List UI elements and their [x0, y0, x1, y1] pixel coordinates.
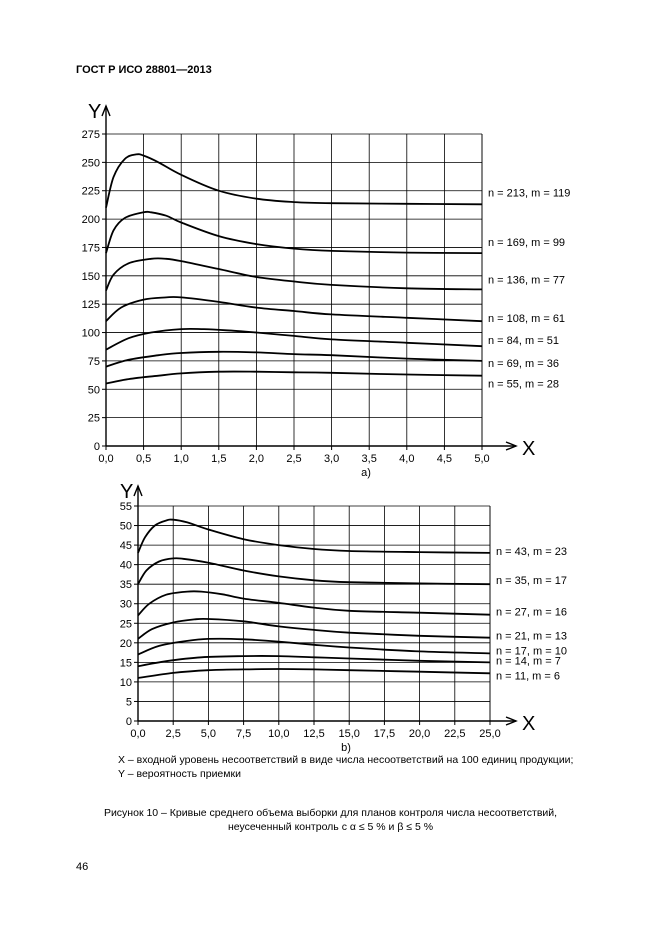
chart-b-series-line [137, 518, 491, 554]
legend-y-definition: Y – вероятность приемки [118, 768, 241, 780]
chart-b-y-axis-title: Y [120, 481, 133, 503]
chart-a-y-tick-label: 150 [82, 271, 100, 283]
chart-b-y-tick-label: 5 [126, 696, 132, 708]
chart-b-x-axis-arrow [505, 716, 518, 726]
chart-b-x-tick-label: 12,5 [303, 728, 324, 740]
chart-a-y-tick-label: 50 [88, 384, 100, 396]
chart-b-series-line [137, 668, 491, 679]
chart-b-y-tick-label: 45 [120, 540, 132, 552]
chart-a-x-axis-arrow [505, 441, 518, 451]
chart-b-y-tick-label: 55 [120, 501, 132, 513]
chart-a-series-label: n = 69, m = 36 [488, 358, 559, 370]
chart-b-sublabel: b) [341, 742, 351, 754]
chart-b-x-axis-title: X [522, 713, 535, 735]
chart-b-series-line [137, 655, 491, 668]
chart-a-y-tick-label: 0 [94, 441, 100, 453]
caption-line-2: неусеченный контроль с α ≤ 5 % и β ≤ 5 % [227, 821, 434, 833]
chart-a-y-tick-label: 125 [82, 299, 100, 311]
chart-b-series-label: n = 27, m = 16 [496, 607, 567, 619]
figure-caption: Рисунок 10 – Кривые среднего объема выбо… [0, 806, 661, 834]
chart-b-x-tick-label: 7,5 [236, 728, 251, 740]
page-number: 46 [76, 861, 89, 873]
chart-a-y-tick-label: 175 [82, 242, 100, 254]
chart-a-series-line [105, 210, 483, 254]
chart-a-series-line [105, 296, 483, 323]
chart-a-x-tick-label: 0,0 [98, 453, 113, 465]
chart-a-x-axis-title: X [522, 438, 535, 460]
chart-b-y-tick-label: 20 [120, 638, 132, 650]
chart-a-series-line [105, 370, 483, 385]
chart-b-series-line [137, 617, 491, 640]
chart-b-x-tick-label: 0,0 [130, 728, 145, 740]
chart-b-y-tick-label: 25 [120, 618, 132, 630]
chart-b-series-line [137, 557, 491, 586]
chart-b-y-tick-label: 40 [120, 560, 132, 572]
document-header: ГОСТ Р ИСО 28801—2013 [76, 64, 212, 76]
chart-a-series-label: n = 55, m = 28 [488, 379, 559, 391]
chart-a-series-label: n = 136, m = 77 [488, 274, 565, 286]
chart-b-x-tick-label: 15,0 [338, 728, 359, 740]
chart-b-series-label: n = 21, m = 13 [496, 631, 567, 643]
chart-b-y-tick-label: 10 [120, 677, 132, 689]
chart-a-x-tick-label: 2,0 [249, 453, 264, 465]
chart-b-series-label: n = 35, m = 17 [496, 575, 567, 587]
chart-b-y-tick-label: 0 [126, 716, 132, 728]
chart-a-y-tick-label: 250 [82, 157, 100, 169]
chart-b-x-tick-label: 5,0 [201, 728, 216, 740]
chart-a-x-tick-label: 1,5 [211, 453, 226, 465]
legend-x-definition: X – входной уровень несоответствий в вид… [118, 754, 574, 766]
chart-b-y-tick-label: 15 [120, 657, 132, 669]
chart-b-y-axis-arrow [133, 484, 143, 497]
chart-a-series-label: n = 169, m = 99 [488, 237, 565, 249]
chart-a-y-tick-label: 225 [82, 186, 100, 198]
chart-b: 0,0 2,5 5,0 7,5 10,0 12,5 15,0 17,5 20,0 22,5 25,0… [120, 481, 567, 754]
chart-b-x-tick-label: 25,0 [479, 728, 500, 740]
chart-b-x-tick-label: 10,0 [268, 728, 289, 740]
chart-a-x-tick-label: 2,5 [286, 453, 301, 465]
chart-a-series-line [105, 327, 483, 351]
chart-a-series-label: n = 213, m = 119 [488, 187, 570, 199]
chart-a-y-tick-label: 200 [82, 214, 100, 226]
chart-a-y-tick-label: 275 [82, 129, 100, 141]
chart-a-series-line [105, 153, 483, 208]
chart-a-x-tick-label: 3,0 [324, 453, 339, 465]
chart-b-x-tick-label: 2,5 [166, 728, 181, 740]
chart-a-y-tick-label: 100 [82, 328, 100, 340]
chart-b-series-label: n = 17, m = 10 [496, 645, 567, 657]
chart-b-series-label: n = 43, m = 23 [496, 546, 567, 558]
chart-a: 0,0 0,5 1,0 1,5 2,0 2,5 3,0 3,5 4,0 4,5 5,0 0 25 50 75… [82, 101, 571, 479]
chart-a-y-axis-arrow [101, 104, 111, 117]
caption-line-1: Рисунок 10 – Кривые среднего объема выбо… [103, 807, 558, 819]
chart-a-x-tick-label: 3,5 [362, 453, 377, 465]
chart-a-x-tick-label: 1,0 [174, 453, 189, 465]
chart-a-x-tick-label: 4,5 [437, 453, 452, 465]
chart-a-y-axis-title: Y [88, 101, 101, 123]
chart-a-series-line [105, 257, 483, 291]
chart-b-series-line [137, 637, 491, 656]
chart-b-y-tick-label: 50 [120, 521, 132, 533]
chart-b-x-tick-label: 22,5 [444, 728, 465, 740]
chart-b-x-tick-label: 17,5 [374, 728, 395, 740]
chart-b-series-label: n = 11, m = 6 [496, 670, 560, 682]
chart-b-x-tick-label: 20,0 [409, 728, 430, 740]
chart-a-y-tick-label: 75 [88, 356, 100, 368]
chart-a-series-line [105, 350, 483, 368]
chart-b-y-tick-label: 35 [120, 579, 132, 591]
chart-a-y-tick-label: 25 [88, 413, 100, 425]
chart-a-x-tick-label: 0,5 [136, 453, 151, 465]
chart-a-sublabel: a) [361, 467, 371, 479]
chart-a-x-tick-label: 5,0 [474, 453, 489, 465]
chart-b-series-line [137, 590, 491, 617]
legend-definitions: X – входной уровень несоответствий в вид… [118, 753, 573, 781]
chart-a-series-label: n = 108, m = 61 [488, 313, 565, 325]
chart-b-series-label: n = 14, m = 7 [496, 655, 561, 667]
chart-a-series-label: n = 84, m = 51 [488, 335, 559, 347]
chart-a-x-tick-label: 4,0 [399, 453, 414, 465]
chart-b-y-tick-label: 30 [120, 599, 132, 611]
